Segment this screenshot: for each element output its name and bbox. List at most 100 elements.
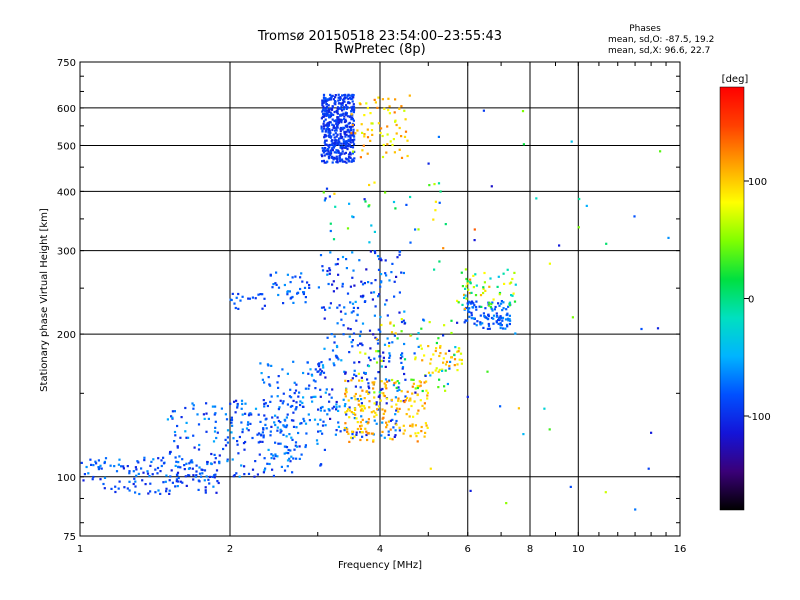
scatter-point [235, 472, 238, 475]
scatter-point [423, 381, 426, 384]
scatter-point [444, 369, 447, 372]
scatter-point [349, 301, 352, 304]
scatter-point [328, 267, 331, 270]
scatter-point [381, 155, 385, 159]
scatter-point [323, 448, 326, 451]
scatter-point [326, 124, 329, 127]
scatter-point [445, 360, 449, 363]
scatter-point [380, 323, 383, 327]
scatter-point [397, 410, 400, 413]
stats-line-o: mean, sd,O: -87.5, 19.2 [608, 35, 714, 45]
scatter-point [225, 418, 229, 421]
scatter-point [117, 487, 120, 490]
scatter-point [292, 411, 295, 414]
scatter-point [465, 277, 468, 281]
scatter-point [327, 128, 331, 131]
scatter-point [389, 437, 392, 440]
scatter-point [348, 160, 351, 163]
scatter-point [187, 436, 190, 439]
scatter-point [330, 108, 334, 111]
scatter-point [288, 290, 291, 293]
scatter-point [435, 367, 438, 370]
scatter-point [154, 468, 157, 471]
scatter-point [328, 400, 331, 403]
scatter-point [345, 106, 348, 109]
scatter-point [102, 482, 105, 486]
scatter-point [99, 478, 102, 481]
scatter-point [475, 305, 478, 309]
scatter-point [388, 354, 392, 357]
scatter-point [388, 352, 391, 355]
scatter-point [331, 407, 334, 410]
scatter-point [337, 150, 340, 153]
scatter-point [264, 418, 267, 421]
scatter-point [290, 455, 293, 458]
scatter-point [339, 153, 342, 156]
scatter-point [490, 303, 493, 306]
scatter-point [347, 135, 351, 138]
scatter-point [176, 485, 179, 488]
scatter-point [363, 397, 366, 400]
scatter-point [327, 155, 330, 158]
scatter-point [508, 302, 511, 305]
scatter-point [154, 491, 157, 494]
scatter-point [306, 281, 309, 284]
scatter-point [265, 427, 268, 430]
scatter-point [369, 359, 372, 362]
scatter-point [375, 350, 378, 353]
scatter-point [213, 413, 216, 416]
scatter-point [156, 466, 160, 470]
scatter-point [421, 359, 424, 362]
scatter-point [207, 417, 210, 420]
scatter-point [499, 326, 502, 330]
scatter-point [347, 399, 350, 402]
scatter-point [346, 115, 349, 118]
scatter-point [191, 467, 194, 470]
scatter-point [320, 127, 323, 130]
scatter-point [351, 339, 354, 342]
colorbar-tick-label: 100 [748, 177, 767, 188]
scatter-point [361, 344, 364, 347]
scatter-point [333, 110, 336, 114]
scatter-point [191, 461, 194, 464]
scatter-point [432, 353, 435, 356]
scatter-point [375, 338, 378, 341]
scatter-point [321, 155, 324, 158]
scatter-point [349, 285, 352, 288]
scatter-point [395, 386, 398, 389]
scatter-point [374, 377, 377, 380]
scatter-point [270, 457, 273, 460]
scatter-point [231, 424, 234, 427]
scatter-point [314, 387, 317, 390]
scatter-point [350, 311, 353, 314]
scatter-point [279, 399, 282, 402]
scatter-point [240, 407, 243, 410]
scatter-point [367, 205, 370, 208]
scatter-point [412, 415, 415, 418]
scatter-point [197, 479, 200, 482]
scatter-point [332, 290, 335, 293]
scatter-point [212, 440, 216, 443]
scatter-point [466, 280, 469, 283]
scatter-point [335, 155, 338, 158]
scatter-point [464, 287, 467, 290]
scatter-point [340, 105, 343, 108]
scatter-point [277, 419, 280, 423]
scatter-point [310, 396, 313, 399]
scatter-point [387, 430, 390, 433]
scatter-point [275, 271, 278, 274]
scatter-point [392, 138, 395, 141]
scatter-point [472, 302, 475, 305]
scatter-point [482, 291, 485, 295]
scatter-point [249, 412, 252, 415]
axis-ticks [79, 61, 681, 536]
scatter-point [345, 267, 348, 270]
scatter-point [347, 93, 350, 96]
scatter-point [402, 271, 405, 275]
scatter-point [341, 285, 344, 288]
scatter-point [338, 156, 341, 159]
x-tick-label: 6 [465, 544, 471, 555]
scatter-point [322, 366, 325, 369]
scatter-point [246, 423, 249, 426]
scatter-point [224, 444, 228, 447]
